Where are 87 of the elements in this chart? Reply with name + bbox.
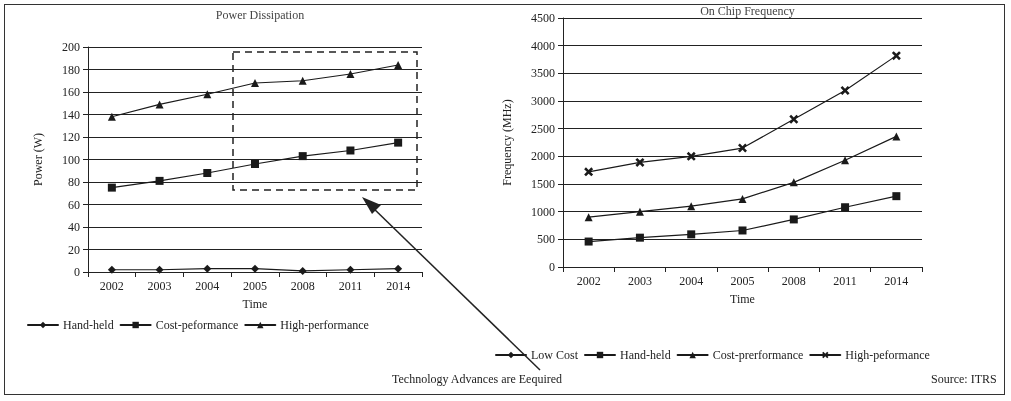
point [346,265,355,274]
x-tick-label: 2004 [195,279,220,293]
point [584,237,593,246]
x-tick-label: 2008 [290,279,315,293]
point [155,265,164,274]
point [298,76,307,85]
x-axis-title: Time [730,292,755,306]
x-tick-label: 2004 [679,274,704,288]
y-tick-label: 20 [68,242,80,257]
x-tick-label: 2011 [338,279,363,293]
x-tick-label: 2014 [884,274,909,288]
y-axis-title: Power (W) [31,133,45,186]
y-tick-label: 2500 [531,121,555,136]
y-tick-label: 3500 [531,66,555,81]
point [789,114,799,124]
y-tick-label: 180 [62,62,80,77]
point [298,266,307,275]
legend-label: Cost-peformance [155,318,239,332]
point [635,157,645,167]
x-tick-label: 2014 [386,279,411,293]
y-tick-label: 0 [74,265,80,279]
point [738,226,747,235]
legend-label: Hand-held [63,318,114,332]
point [394,61,403,69]
point [203,169,212,177]
point [107,183,116,192]
point [251,160,259,168]
legend-label: Hand-held [620,348,671,362]
point [107,265,116,274]
point [635,233,644,242]
y-tick-label: 2000 [531,149,555,164]
point [155,176,164,185]
x-tick-label: 2002 [99,279,124,293]
legend-label: High-performance [280,318,369,332]
y-axis-title: Frequency (MHz) [500,99,514,186]
point [686,151,696,161]
x-tick-label: 2008 [781,274,806,288]
y-tick-label: 1500 [531,177,555,191]
point [738,143,747,153]
y-tick-label: 140 [62,107,80,122]
point [107,112,116,121]
point [203,264,212,273]
x-tick-label: 2005 [730,274,755,288]
point [687,230,696,239]
x-tick-label: 2002 [576,274,601,288]
point [841,203,850,212]
legend-label: Cost-prerformance [712,348,804,362]
point [251,79,259,87]
legend-label: Low Cost [531,348,579,362]
legend-label: High-peformance [845,348,930,362]
source-note: Source: ITRS [931,372,997,387]
y-tick-label: 80 [68,175,80,189]
point [738,194,747,203]
point [635,207,644,216]
point [841,156,850,165]
y-tick-label: 120 [62,130,80,144]
x-tick-label: 2003 [627,274,652,288]
x-axis-title: Time [242,297,268,311]
x-tick-label: 2011 [833,274,857,288]
point [840,85,850,95]
point [251,264,259,273]
point [891,51,901,61]
y-tick-label: 160 [62,85,80,99]
y-tick-label: 40 [68,220,80,234]
point [892,192,901,201]
point [346,146,355,155]
y-tick-label: 100 [62,152,80,167]
point [394,264,403,273]
x-tick-label: 2003 [147,279,172,293]
y-tick-label: 4000 [531,38,555,53]
y-tick-label: 500 [537,232,555,247]
point [789,215,798,224]
y-tick-label: 200 [62,40,80,54]
point [298,152,307,161]
y-tick-label: 3000 [531,94,555,108]
x-tick-label: 2005 [243,279,267,293]
chart-title: Power Dissipation [215,8,305,22]
point [584,167,594,177]
y-tick-label: 1000 [531,204,555,219]
text: Technology Advances are Eequired [392,372,563,387]
y-tick-label: 60 [68,197,80,212]
y-tick-label: 4500 [531,11,555,25]
point [394,138,403,147]
chart-title: On Chip Frequency [700,4,795,18]
point [346,70,355,78]
y-tick-label: 0 [549,260,555,274]
point [584,213,593,222]
